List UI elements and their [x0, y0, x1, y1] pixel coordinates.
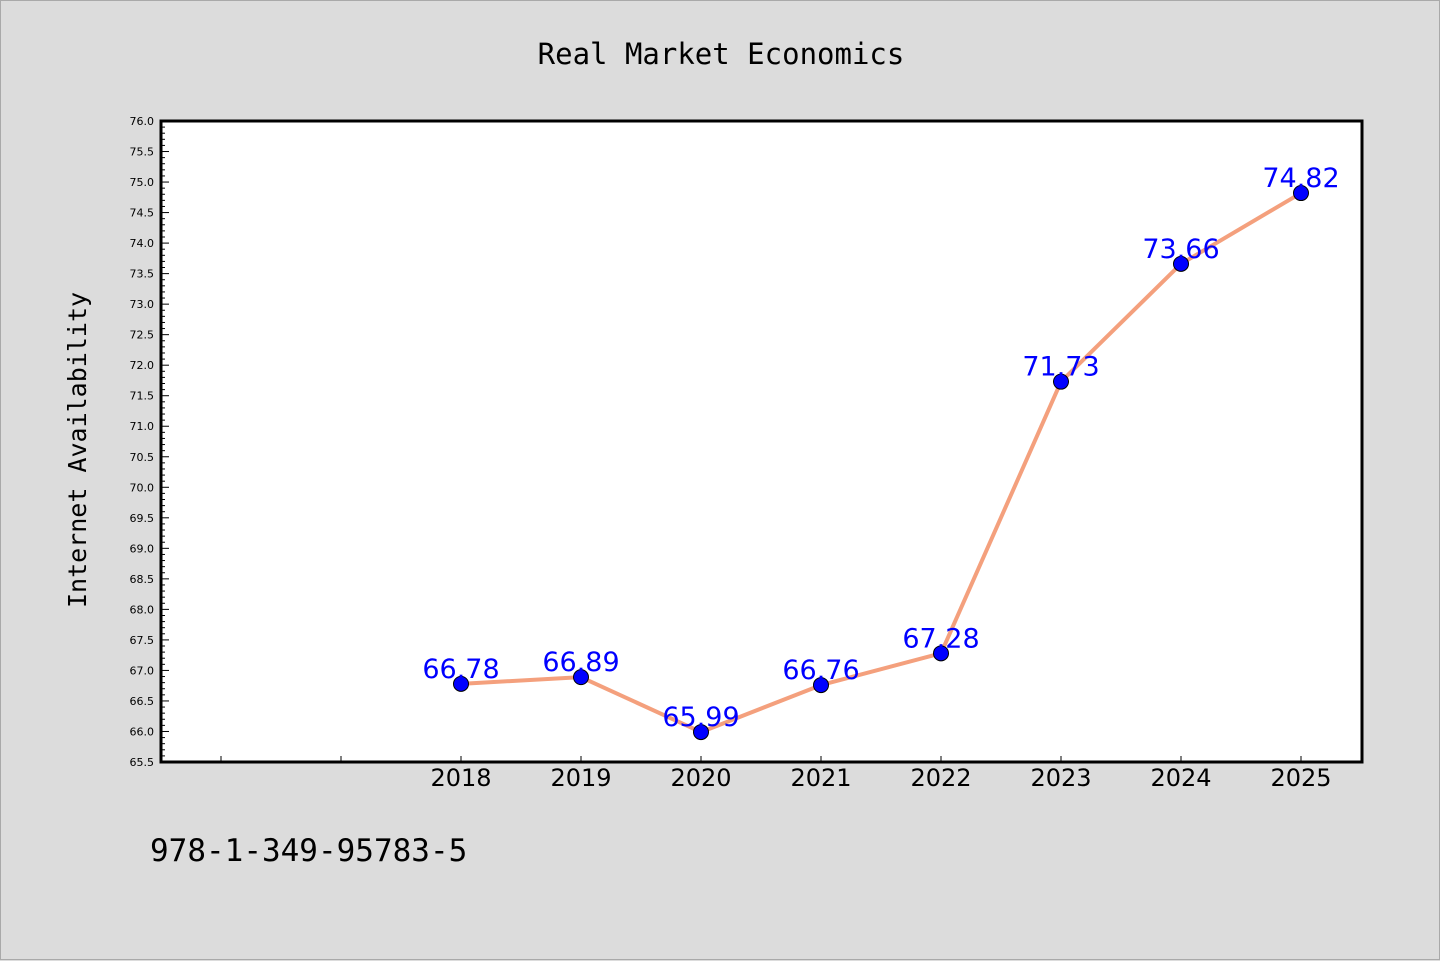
data-label: 66.78	[422, 654, 499, 685]
data-point-marker	[813, 677, 829, 694]
y-tick-label: 69.5	[130, 512, 155, 525]
data-point-marker	[1053, 373, 1069, 390]
y-tick-label: 73.5	[130, 268, 155, 281]
y-tick-label: 67.0	[130, 664, 155, 677]
x-tick-label: 2024	[1150, 764, 1211, 792]
y-tick-label: 74.5	[130, 207, 155, 220]
data-label: 71.73	[1022, 352, 1099, 383]
x-tick-label: 2025	[1270, 764, 1331, 792]
y-tick-label: 69.0	[130, 542, 155, 555]
y-tick-label: 68.0	[130, 603, 155, 616]
y-tick-label: 75.0	[130, 176, 155, 189]
y-tick-label: 70.5	[130, 451, 155, 464]
data-point-marker	[573, 669, 589, 686]
data-point-marker	[453, 675, 469, 692]
data-point-marker	[1173, 255, 1189, 272]
plot-area	[159, 119, 1364, 764]
data-label: 74.82	[1262, 163, 1339, 194]
y-tick-label: 66.0	[130, 725, 155, 738]
y-tick-label: 73.0	[130, 298, 155, 311]
x-tick-label: 2019	[550, 764, 611, 792]
data-point-marker	[933, 645, 949, 662]
x-tick-label: 2023	[1030, 764, 1091, 792]
x-axis: 2018 2019 2020 2021 2022 2023 2024 2025	[220, 756, 1332, 792]
data-label: 67.28	[902, 623, 979, 654]
series-line	[459, 191, 1303, 735]
x-tick-label: 2018	[430, 764, 491, 792]
y-tick-label: 65.5	[130, 756, 155, 769]
x-tick-label: 2021	[790, 764, 851, 792]
data-point-marker	[1293, 185, 1309, 202]
y-tick-label: 76.0	[130, 115, 155, 128]
y-tick-label: 75.5	[130, 146, 155, 159]
y-tick-label: 74.0	[130, 237, 155, 250]
y-tick-label: 72.5	[130, 329, 155, 342]
x-tick-label: 2022	[910, 764, 971, 792]
y-tick-label: 68.5	[130, 573, 155, 586]
data-label: 65.99	[662, 702, 739, 733]
data-label: 73.66	[1142, 234, 1219, 265]
y-tick-label: 70.0	[130, 481, 155, 494]
series-layer	[453, 185, 1309, 741]
data-point-marker	[693, 724, 709, 741]
y-tick-label: 66.5	[130, 695, 155, 708]
y-axis: 65.5 66.0 66.5 67.0 67.5 68.0 68.5 69.0 69.5 70.0…	[130, 115, 169, 769]
isbn-text: 978-1-349-95783-5	[150, 833, 468, 869]
y-axis-label: Internet Availability	[63, 292, 92, 608]
data-label: 66.89	[542, 647, 619, 678]
data-label: 66.76	[782, 655, 859, 686]
x-tick-label: 2020	[670, 764, 731, 792]
chart-title: Real Market Economics	[538, 37, 905, 71]
data-labels: 66.78 66.89 65.99 66.76 67.28 71.73 73.66 74.82	[422, 163, 1339, 733]
y-tick-label: 71.0	[130, 420, 155, 433]
y-tick-label: 67.5	[130, 634, 155, 647]
y-tick-label: 72.0	[130, 359, 155, 372]
y-tick-label: 71.5	[130, 390, 155, 403]
